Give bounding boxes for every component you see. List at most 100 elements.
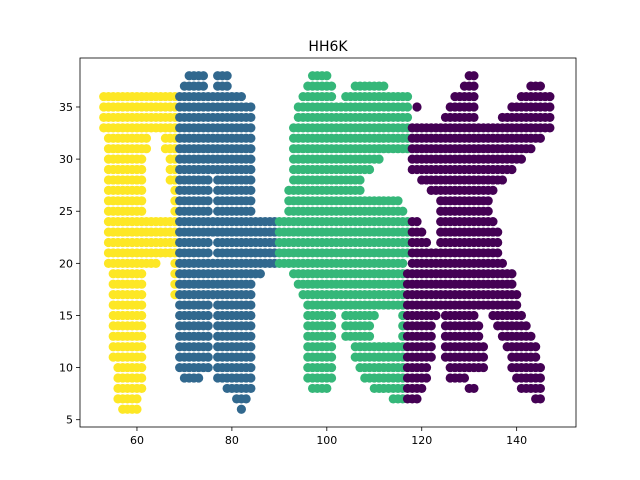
data-point-series-2	[203, 331, 213, 341]
data-point-series-2	[246, 290, 256, 300]
data-point-series-4	[535, 373, 546, 383]
data-point-series-2	[222, 81, 232, 91]
data-point-series-2	[246, 321, 256, 331]
data-point-series-1	[137, 373, 147, 383]
data-point-series-3	[364, 331, 375, 341]
data-point-series-2	[246, 133, 256, 143]
data-point-series-4	[478, 352, 489, 362]
data-point-series-2	[203, 342, 213, 352]
data-point-series-4	[421, 373, 432, 383]
data-point-series-2	[246, 352, 256, 362]
data-point-series-4	[535, 81, 546, 91]
data-point-series-4	[426, 352, 436, 362]
data-point-series-4	[512, 290, 522, 300]
data-point-series-1	[137, 154, 147, 164]
data-point-series-1	[141, 144, 152, 154]
data-point-series-1	[137, 206, 147, 216]
data-point-series-4	[545, 91, 555, 102]
data-point-series-1	[132, 394, 142, 404]
data-point-series-2	[246, 362, 256, 373]
x-tick-label: 140	[506, 434, 527, 447]
data-point-series-2	[203, 248, 213, 258]
data-point-series-3	[322, 71, 332, 81]
data-point-series-1	[137, 321, 147, 331]
data-point-series-3	[402, 112, 413, 123]
data-point-series-3	[326, 352, 337, 362]
data-point-series-2	[203, 310, 213, 321]
data-point-series-4	[426, 321, 436, 331]
data-point-series-2	[203, 175, 213, 185]
data-point-series-2	[203, 185, 213, 195]
data-point-series-4	[516, 310, 527, 321]
data-point-series-2	[203, 321, 213, 331]
data-point-series-2	[246, 175, 256, 185]
data-point-series-1	[137, 342, 147, 352]
data-point-series-2	[236, 404, 246, 414]
data-point-series-3	[326, 321, 337, 331]
data-point-series-1	[137, 269, 147, 279]
x-axis: 60 80 100 120 140	[130, 427, 527, 447]
data-point-series-4	[531, 342, 541, 352]
data-point-series-4	[507, 164, 517, 175]
data-point-series-2	[246, 373, 256, 383]
data-points	[99, 71, 555, 414]
data-point-series-3	[326, 331, 337, 341]
data-point-series-4	[488, 185, 498, 195]
data-point-series-4	[412, 394, 422, 404]
data-point-series-2	[246, 331, 256, 341]
data-point-series-4	[526, 331, 536, 341]
x-tick-label: 80	[225, 434, 239, 447]
data-point-series-2	[246, 112, 256, 123]
y-axis: 5 10 15 20 25 30 35	[59, 101, 80, 427]
chart-title: HH6K	[308, 39, 348, 55]
y-tick-label: 20	[59, 257, 73, 270]
data-point-series-3	[398, 206, 408, 216]
data-point-series-2	[246, 279, 256, 289]
data-point-series-4	[412, 102, 422, 112]
data-point-series-3	[398, 258, 408, 268]
data-point-series-3	[364, 321, 375, 331]
data-point-series-1	[137, 175, 147, 185]
data-point-series-3	[326, 91, 337, 102]
data-point-series-2	[203, 300, 213, 310]
data-point-series-1	[137, 310, 147, 321]
data-point-series-3	[364, 164, 375, 175]
data-point-series-2	[246, 102, 256, 112]
data-point-series-2	[246, 310, 256, 321]
data-point-series-2	[246, 342, 256, 352]
data-point-series-1	[137, 196, 147, 206]
x-tick-label: 120	[411, 434, 432, 447]
data-point-series-2	[203, 362, 213, 373]
data-point-series-1	[137, 185, 147, 195]
data-point-series-4	[474, 331, 484, 341]
data-point-series-3	[379, 81, 389, 91]
data-point-series-1	[141, 133, 152, 143]
data-point-series-4	[426, 331, 436, 341]
y-tick-label: 15	[59, 309, 73, 322]
data-point-series-4	[535, 394, 546, 404]
data-point-series-4	[469, 383, 479, 394]
data-point-series-2	[203, 196, 213, 206]
y-tick-label: 35	[59, 101, 73, 114]
data-point-series-4	[412, 217, 422, 227]
x-tick-label: 100	[316, 434, 337, 447]
x-tick-label: 60	[130, 434, 144, 447]
data-point-series-2	[246, 383, 256, 394]
data-point-series-2	[246, 164, 256, 175]
data-point-series-4	[507, 279, 517, 289]
data-point-series-4	[493, 227, 503, 237]
data-point-series-1	[137, 383, 147, 394]
data-point-series-2	[194, 373, 204, 383]
data-point-series-1	[137, 279, 147, 289]
data-point-series-4	[521, 321, 531, 331]
data-point-series-2	[203, 206, 213, 216]
y-tick-label: 25	[59, 205, 73, 218]
data-point-series-4	[545, 112, 555, 123]
data-point-series-4	[478, 342, 489, 352]
data-point-series-3	[326, 362, 337, 373]
data-point-series-2	[203, 237, 213, 248]
data-point-series-4	[488, 217, 498, 227]
data-point-series-4	[531, 352, 541, 362]
data-point-series-4	[497, 175, 508, 185]
